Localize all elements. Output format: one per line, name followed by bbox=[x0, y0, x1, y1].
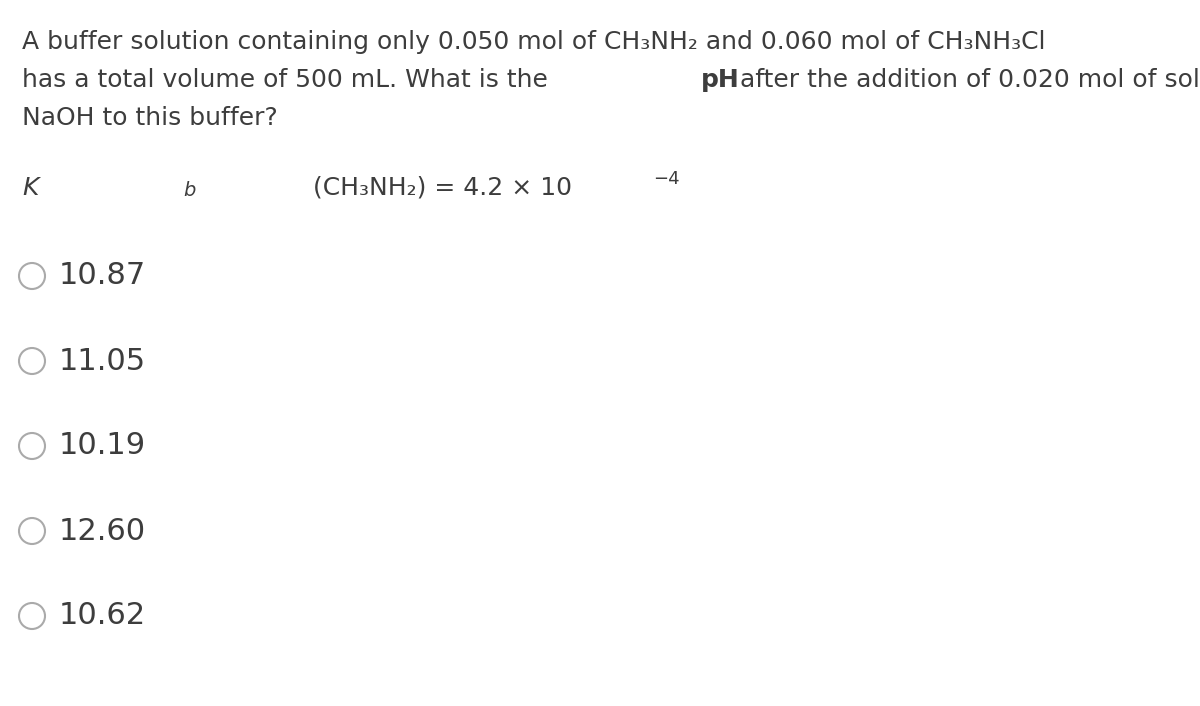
Text: pH: pH bbox=[701, 68, 739, 92]
Text: 10.19: 10.19 bbox=[59, 431, 146, 460]
Text: 11.05: 11.05 bbox=[59, 347, 146, 376]
Text: b: b bbox=[184, 181, 196, 200]
Text: −4: −4 bbox=[653, 170, 679, 188]
Text: (CH₃NH₂) = 4.2 × 10: (CH₃NH₂) = 4.2 × 10 bbox=[305, 176, 571, 200]
Text: 10.87: 10.87 bbox=[59, 261, 146, 290]
Text: after the addition of 0.020 mol of solid: after the addition of 0.020 mol of solid bbox=[732, 68, 1200, 92]
Text: has a total volume of 500 mL. What is the: has a total volume of 500 mL. What is th… bbox=[22, 68, 556, 92]
Text: A buffer solution containing only 0.050 mol of CH₃NH₂ and 0.060 mol of CH₃NH₃Cl: A buffer solution containing only 0.050 … bbox=[22, 30, 1045, 54]
Text: K: K bbox=[22, 176, 38, 200]
Text: 12.60: 12.60 bbox=[59, 517, 146, 546]
Text: 10.62: 10.62 bbox=[59, 602, 146, 630]
Text: NaOH to this buffer?: NaOH to this buffer? bbox=[22, 106, 277, 130]
